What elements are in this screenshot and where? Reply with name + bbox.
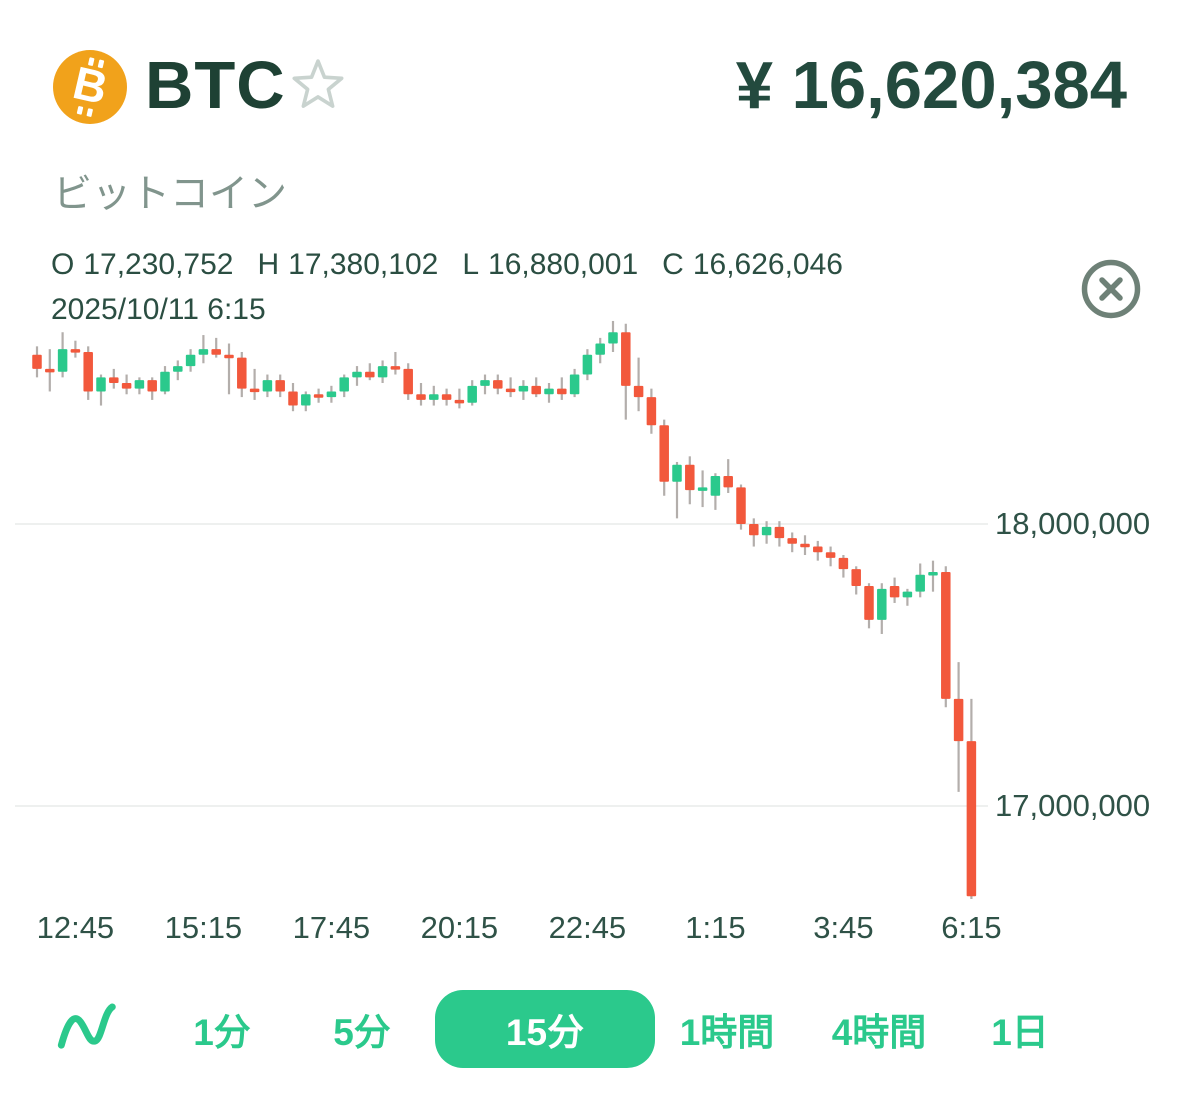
bitcoin-glyph: B [46, 43, 135, 132]
x-axis-tick: 12:45 [36, 910, 115, 945]
interval-4hour[interactable]: 4時間 [832, 1002, 927, 1056]
candlestick-chart[interactable] [0, 305, 1179, 925]
interval-1min[interactable]: 1分 [193, 1002, 251, 1056]
x-axis-tick: 22:45 [548, 910, 627, 945]
close-label: C [662, 248, 684, 281]
open-value: 17,230,752 [83, 248, 234, 281]
interval-1day[interactable]: 1日 [991, 1002, 1049, 1056]
interval-15min[interactable]: 15分 [435, 990, 655, 1068]
x-axis-tick: 15:15 [164, 910, 243, 945]
close-value: 16,626,046 [692, 248, 843, 281]
x-axis-tick: 1:15 [685, 910, 746, 945]
interval-5min[interactable]: 5分 [333, 1002, 391, 1056]
ohlc-datetime: 2025/10/11 6:15 [51, 293, 266, 326]
low-value: 16,880,001 [488, 248, 639, 281]
high-value: 17,380,102 [288, 248, 439, 281]
high-label: H [257, 248, 280, 281]
coin-symbol: BTC [145, 48, 286, 123]
ohlc-values: O 17,230,752 H 17,380,102 L 16,880,001 C 16,… [51, 248, 843, 282]
x-axis-tick: 6:15 [941, 910, 1002, 945]
current-price: ¥ 16,620,384 [735, 48, 1127, 123]
coin-name: ビットコイン [53, 173, 288, 216]
interval-toolbar: 1分 5分 15分 1時間 4時間 1日 [0, 988, 1179, 1070]
x-axis-tick: 3:45 [813, 910, 874, 945]
open-label: O [51, 248, 75, 281]
x-axis-tick: 17:45 [292, 910, 371, 945]
ohlc-readout: O 17,230,752 H 17,380,102 L 16,880,001 C 16,… [51, 248, 843, 327]
y-axis-label-17m: 17,000,000 [995, 788, 1151, 823]
interval-1hour[interactable]: 1時間 [680, 1002, 775, 1056]
close-icon[interactable] [1076, 254, 1146, 324]
y-axis-label-18m: 18,000,000 [995, 506, 1151, 541]
bitcoin-icon: B [53, 50, 127, 124]
x-axis-tick: 20:15 [420, 910, 499, 945]
low-label: L [462, 248, 480, 281]
favorite-star-icon[interactable] [291, 59, 345, 113]
line-chart-icon[interactable] [56, 998, 124, 1052]
